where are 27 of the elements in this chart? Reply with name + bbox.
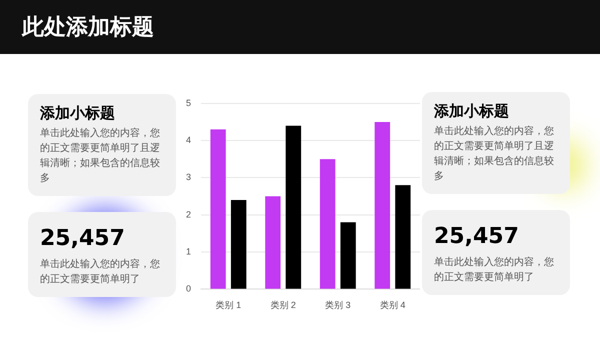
x-tick-label: 类别 1	[216, 300, 242, 310]
y-tick-label: 2	[186, 209, 192, 220]
text: 添加小标题	[434, 102, 510, 121]
bar	[374, 122, 390, 289]
y-tick-label: 0	[186, 284, 192, 294]
bar	[265, 196, 281, 289]
text: 25,457	[434, 224, 520, 249]
text: 单击此处输入您的内容，您的正文需要更简单明了且逻辑清晰；如果包含的信息较多	[434, 124, 555, 184]
bar	[340, 222, 356, 289]
text: 单击此处输入您的内容，您的正文需要更简单明了	[40, 258, 161, 287]
bar	[286, 126, 302, 289]
y-tick-label: 3	[186, 172, 192, 182]
bar	[230, 200, 246, 289]
x-tick-label: 类别 2	[270, 300, 296, 310]
text: 单击此处输入您的内容，您的正文需要更简单明了且逻辑清晰；如果包含的信息较多	[40, 126, 161, 186]
x-tick-label: 类别 3	[325, 300, 351, 310]
bar	[210, 129, 226, 289]
chart-title: 此处添加标题	[22, 14, 154, 42]
bar	[320, 159, 336, 289]
bar	[395, 185, 411, 289]
y-tick-label: 4	[186, 135, 192, 146]
y-tick-label: 5	[186, 98, 192, 108]
x-tick-label: 类别 4	[380, 300, 406, 310]
text: 添加小标题	[40, 104, 116, 123]
y-tick-label: 1	[186, 246, 192, 257]
text: 25,457	[40, 226, 126, 251]
text: 单击此处输入您的内容，您的正文需要更简单明了	[434, 256, 555, 285]
